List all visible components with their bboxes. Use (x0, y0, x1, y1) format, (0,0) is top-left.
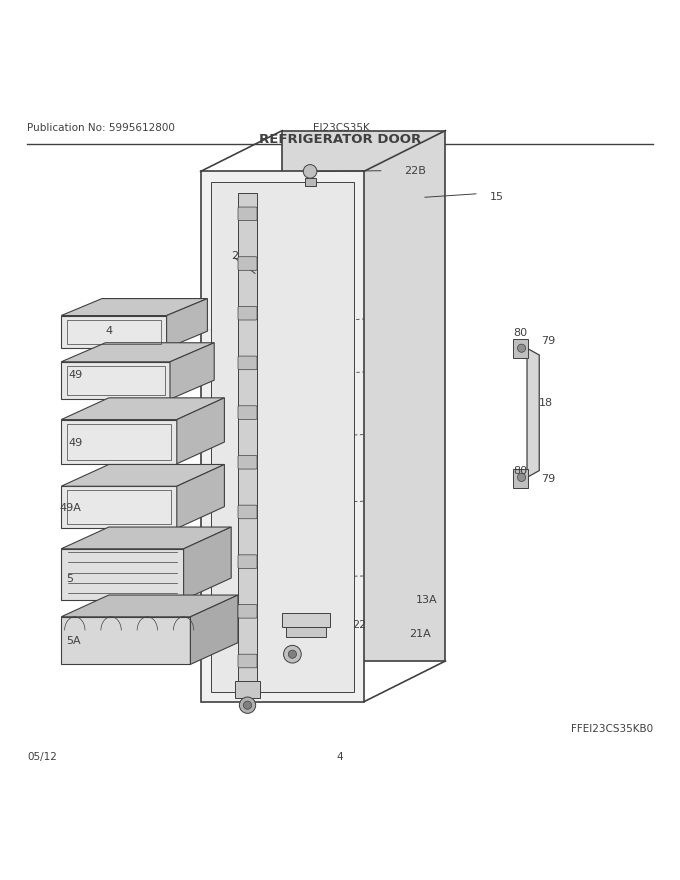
Text: 4: 4 (105, 326, 112, 336)
Text: 79: 79 (541, 335, 555, 346)
Bar (305, 178, 316, 187)
FancyBboxPatch shape (238, 306, 257, 320)
Text: 4: 4 (337, 752, 343, 762)
Bar (286, 627, 326, 637)
Circle shape (284, 645, 301, 663)
Polygon shape (527, 348, 539, 477)
Polygon shape (177, 398, 224, 464)
FancyBboxPatch shape (238, 554, 257, 568)
Polygon shape (61, 342, 214, 362)
Circle shape (288, 650, 296, 658)
Polygon shape (184, 527, 231, 600)
Polygon shape (61, 595, 238, 617)
Polygon shape (61, 549, 184, 600)
Polygon shape (61, 465, 224, 487)
Text: 5A: 5A (67, 635, 82, 646)
Text: 22: 22 (352, 620, 367, 630)
FancyBboxPatch shape (238, 257, 257, 270)
Text: 79: 79 (541, 473, 555, 484)
Polygon shape (61, 362, 170, 400)
FancyBboxPatch shape (238, 207, 257, 221)
Text: 18: 18 (539, 398, 554, 407)
Polygon shape (282, 130, 445, 661)
Bar (235, 681, 260, 699)
Circle shape (303, 165, 317, 178)
Text: 49A: 49A (60, 503, 82, 513)
Polygon shape (61, 527, 231, 549)
Circle shape (243, 701, 252, 709)
Polygon shape (167, 298, 207, 348)
Text: 49: 49 (68, 438, 82, 449)
Text: FFEI23CS35KB0: FFEI23CS35KB0 (571, 723, 653, 734)
Text: 49: 49 (68, 370, 82, 380)
Polygon shape (201, 172, 364, 702)
Bar (513, 468, 528, 488)
Polygon shape (170, 342, 214, 400)
Text: Publication No: 5995612800: Publication No: 5995612800 (27, 123, 175, 133)
Text: 15: 15 (490, 192, 504, 202)
Polygon shape (190, 595, 238, 664)
Text: 13A: 13A (416, 595, 438, 605)
Text: 5: 5 (67, 575, 73, 584)
Circle shape (239, 697, 256, 714)
FancyBboxPatch shape (238, 406, 257, 420)
Bar (238, 194, 257, 681)
Polygon shape (61, 420, 177, 464)
FancyBboxPatch shape (238, 456, 257, 469)
Bar (282, 613, 330, 627)
FancyBboxPatch shape (238, 505, 257, 518)
Polygon shape (211, 181, 354, 692)
Text: REFRIGERATOR DOOR: REFRIGERATOR DOOR (259, 133, 421, 145)
FancyBboxPatch shape (238, 605, 257, 618)
Text: 80: 80 (513, 327, 528, 338)
Text: 21A: 21A (409, 629, 431, 639)
FancyBboxPatch shape (238, 356, 257, 370)
Circle shape (517, 473, 526, 481)
Polygon shape (61, 298, 207, 316)
FancyBboxPatch shape (238, 654, 257, 668)
Text: 80: 80 (513, 466, 528, 475)
Polygon shape (177, 465, 224, 528)
Text: 05/12: 05/12 (27, 752, 57, 762)
Polygon shape (61, 398, 224, 420)
Bar (513, 340, 528, 358)
Polygon shape (61, 617, 190, 664)
Text: EI23CS35K: EI23CS35K (313, 123, 369, 133)
Polygon shape (61, 316, 167, 348)
Text: 2: 2 (231, 252, 238, 261)
Text: 22B: 22B (405, 166, 426, 176)
Polygon shape (61, 487, 177, 528)
Circle shape (517, 344, 526, 352)
